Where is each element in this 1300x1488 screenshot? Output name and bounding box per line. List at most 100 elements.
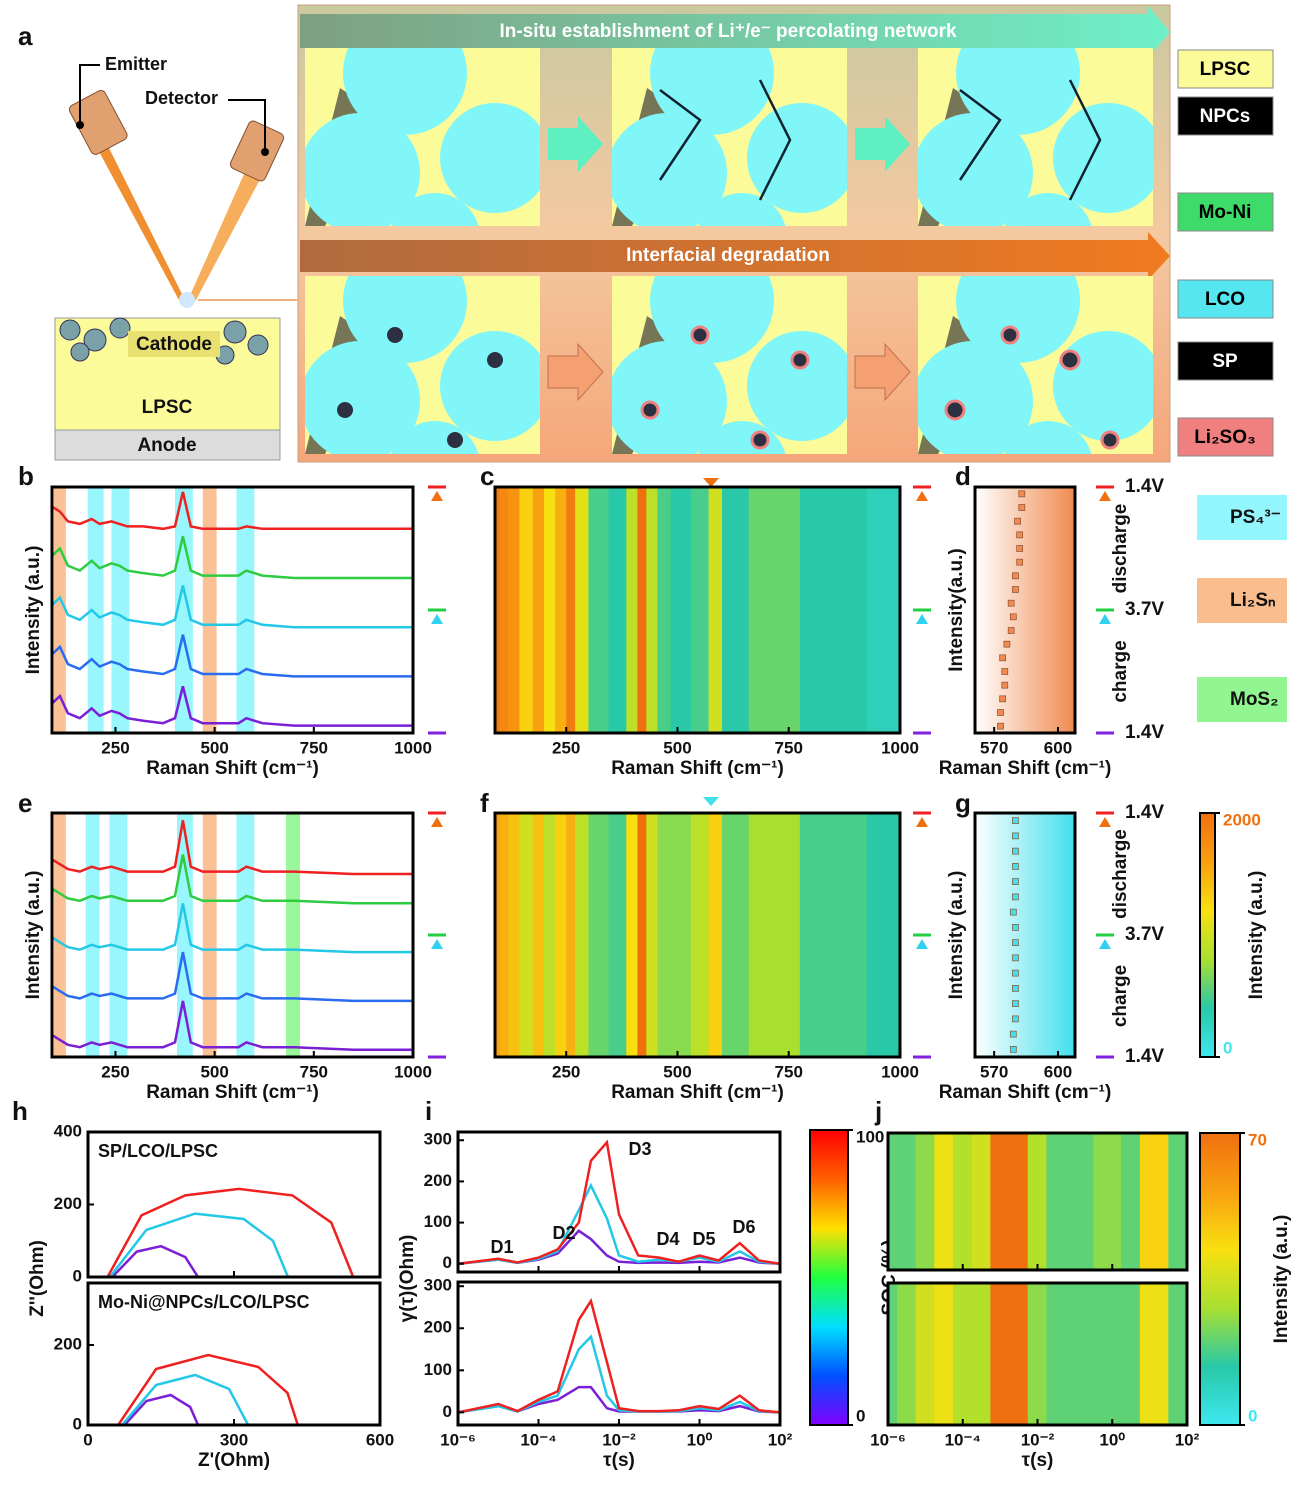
peak-position [1004, 641, 1010, 647]
x-tick-label: 250 [101, 738, 129, 757]
heat-cell [626, 487, 638, 733]
peak-position [1010, 1046, 1016, 1052]
series-line [52, 492, 413, 529]
colorbar [1200, 813, 1215, 1057]
heat-cell [800, 813, 867, 1057]
voltage-label: 3.7V [1125, 599, 1164, 620]
arrow-head [916, 614, 928, 624]
plot-area [888, 1133, 1188, 1270]
peak-position [1012, 833, 1018, 839]
figure: In-situ establishment of Li⁺/e⁻ percolat… [0, 0, 1300, 1483]
series-line [52, 536, 413, 578]
heat-cell [608, 813, 626, 1057]
legend-label: LPSC [1200, 59, 1251, 80]
heat-cell [1028, 1133, 1047, 1270]
heat-cell [897, 1283, 916, 1425]
arrow-head [1099, 817, 1111, 827]
heat-cell [1009, 1283, 1028, 1425]
x-axis-label: Raman Shift (cm⁻¹) [939, 758, 1112, 779]
heat-cell [897, 1133, 916, 1270]
peak-position [1012, 879, 1018, 885]
heat-cell [499, 813, 508, 1057]
plot-area [975, 487, 1075, 733]
y-tick-label: 300 [424, 1130, 452, 1149]
colorbar-tick-label: 100 [856, 1127, 884, 1146]
heat-cell [709, 487, 723, 733]
y-tick-label: 200 [54, 1194, 82, 1213]
peak-position [1010, 614, 1016, 620]
x-tick-label: 600 [1044, 1062, 1072, 1081]
peak-position [1017, 559, 1023, 565]
x-tick-label: 250 [101, 1062, 129, 1081]
peak-position [1012, 955, 1018, 961]
voltage-label: 1.4V [1125, 802, 1164, 823]
x-tick-label: 600 [366, 1430, 394, 1449]
heat-cell [544, 487, 556, 733]
heat-cell [709, 813, 723, 1057]
arrow-head [916, 817, 928, 827]
peak-position [1000, 655, 1006, 661]
y-tick-label: 200 [54, 1334, 82, 1353]
peak-position [1012, 940, 1018, 946]
series-line [52, 686, 413, 725]
heat-cell [671, 487, 692, 733]
heat-cell [544, 813, 556, 1057]
legend-label: Li₂SO₃ [1194, 427, 1256, 448]
heat-cell [646, 487, 658, 733]
heat-cell [1009, 1133, 1028, 1270]
heat-cell [508, 487, 520, 733]
arrow-head [431, 614, 443, 624]
series-line [118, 1355, 298, 1425]
x-tick-label: 250 [552, 1062, 580, 1081]
colorbar-tick-label: 70 [1248, 1130, 1267, 1149]
band [110, 813, 128, 1057]
subplot-title: Mo-Ni@NPCs/LCO/LPSC [98, 1292, 310, 1312]
plot-area [888, 1283, 1188, 1425]
y-tick-label: 300 [424, 1276, 452, 1295]
anode-label: Anode [137, 435, 196, 456]
panel-label: c [480, 461, 494, 491]
x-tick-label: 750 [300, 738, 328, 757]
axes-frame [52, 813, 413, 1057]
x-tick-label: 750 [300, 1062, 328, 1081]
peak-position [1019, 491, 1025, 497]
band [203, 813, 217, 1057]
series-line [112, 1246, 198, 1277]
cathode-label: Cathode [136, 334, 212, 355]
peak-position [1008, 600, 1014, 606]
peak-annotation: D5 [692, 1229, 715, 1249]
peak-position [1002, 682, 1008, 688]
x-axis-label: Z'(Ohm) [198, 1450, 270, 1471]
y-axis-label: Intensity (a.u.) [23, 871, 44, 1000]
heat-cell [867, 487, 901, 733]
x-tick-label: 10⁰ [1099, 1430, 1125, 1449]
heat-cell [972, 1283, 991, 1425]
heat-cell [749, 813, 801, 1057]
arrow-head [916, 939, 928, 949]
x-tick-label: 10² [1175, 1430, 1200, 1449]
x-tick-label: 1000 [394, 1062, 432, 1081]
x-tick-label: 0 [83, 1430, 92, 1449]
arrow-head [916, 491, 928, 501]
peak-position [1010, 1031, 1016, 1037]
heat-cell [499, 487, 508, 733]
subplot: 570600 [975, 487, 1075, 757]
x-tick-label: 10⁻⁴ [945, 1430, 981, 1449]
peak-position [1012, 587, 1018, 593]
heat-cell [1028, 1283, 1047, 1425]
heat-cell [916, 1283, 935, 1425]
heat-cell [637, 813, 646, 1057]
heat-cell [575, 813, 589, 1057]
heat-cell [1046, 1133, 1065, 1270]
peak-position [1010, 909, 1016, 915]
x-axis-label: Raman Shift (cm⁻¹) [146, 1082, 319, 1103]
voltage-label: 1.4V [1125, 1046, 1164, 1067]
y-tick-label: 200 [424, 1171, 452, 1190]
peak-position [1015, 518, 1021, 524]
peak-position [1012, 924, 1018, 930]
band [86, 813, 100, 1057]
x-axis-label: Raman Shift (cm⁻¹) [939, 1082, 1112, 1103]
arrow-head [1099, 939, 1111, 949]
